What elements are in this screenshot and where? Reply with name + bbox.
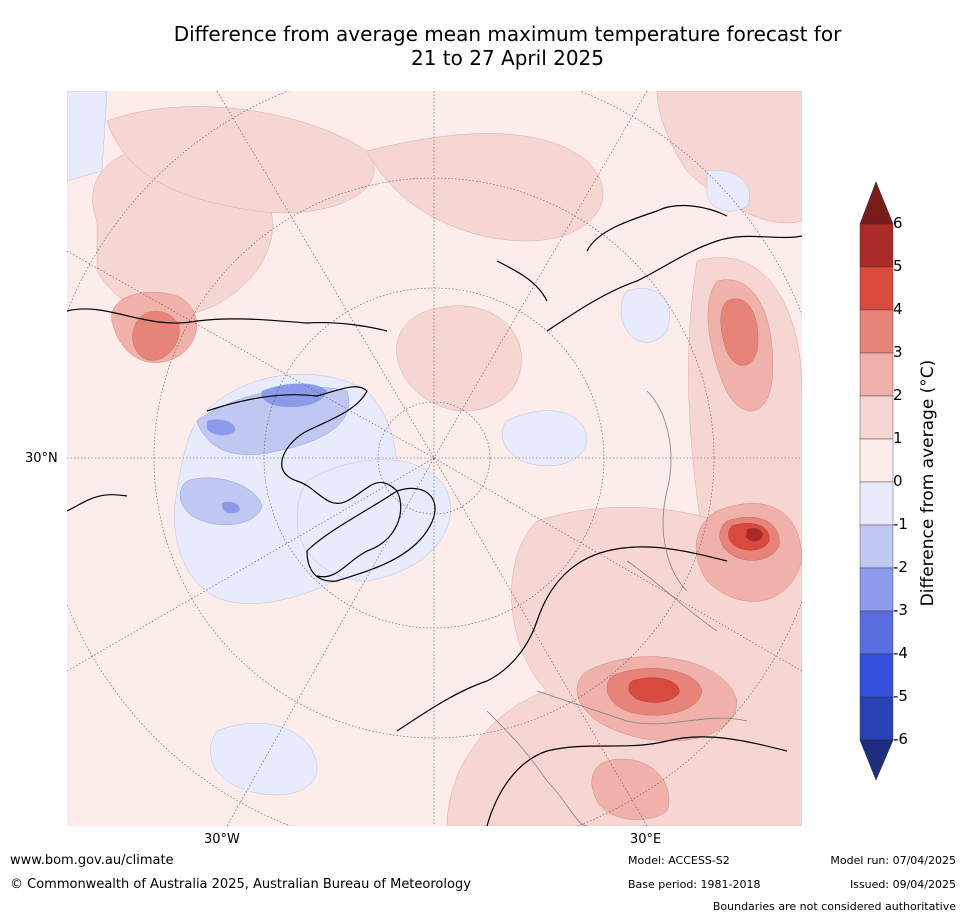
model-name: Model: ACCESS-S2 bbox=[628, 854, 730, 867]
anomaly-region-cold-minus2-minus3 bbox=[222, 501, 240, 514]
anomaly-region-warm-1-2 bbox=[366, 133, 604, 242]
anomaly-region-cold-0-minus1 bbox=[210, 723, 318, 796]
model-run-date: Model run: 07/04/2025 bbox=[830, 854, 956, 867]
lon-label-30e: 30°E bbox=[630, 832, 662, 847]
anomaly-region-warm-2-3 bbox=[591, 758, 670, 820]
colorbar-tick-3: 3 bbox=[893, 343, 903, 361]
anomaly-region-warm-1-2 bbox=[106, 106, 375, 214]
colorbar-bin-1-2 bbox=[859, 395, 894, 440]
coastlines bbox=[67, 205, 802, 826]
issued-date: Issued: 09/04/2025 bbox=[849, 878, 956, 891]
colorbar-bin-m1-0 bbox=[859, 481, 894, 526]
anomaly-region-warm-5-6 bbox=[746, 528, 763, 542]
lat-label-30n: 30°N bbox=[25, 451, 58, 466]
anomaly-region-warm-1-2 bbox=[656, 91, 802, 224]
title-line-1: Difference from average mean maximum tem… bbox=[173, 22, 842, 46]
anomaly-region-warm-3-4 bbox=[720, 298, 759, 366]
colorbar-bin-2-3 bbox=[859, 352, 894, 397]
anomaly-region-cold-0-minus1 bbox=[620, 288, 670, 343]
colorbar-bin-m5-m4 bbox=[859, 653, 894, 698]
graticule bbox=[67, 91, 802, 826]
colorbar-bin-m2-m1 bbox=[859, 524, 894, 569]
colorbar-tick-m1: -1 bbox=[893, 515, 908, 533]
colorbar-title: Difference from average (°C) bbox=[918, 359, 938, 607]
colorbar-tick-0: 0 bbox=[893, 472, 903, 490]
anomaly-region-warm-4-5 bbox=[628, 677, 680, 703]
colorbar-bin-m6-m5 bbox=[859, 696, 894, 741]
colorbar-bin-m4-m3 bbox=[859, 610, 894, 655]
anomaly-region-cold-0-minus1 bbox=[67, 91, 108, 182]
title-line-2: 21 to 27 April 2025 bbox=[410, 46, 605, 70]
colorbar-tick-1: 1 bbox=[893, 429, 903, 447]
boundary-disclaimer: Boundaries are not considered authoritat… bbox=[712, 900, 956, 913]
colorbar bbox=[859, 181, 894, 781]
colorbar-bin-m3-m2 bbox=[859, 567, 894, 612]
colorbar-tick-2: 2 bbox=[893, 386, 903, 404]
base-period: Base period: 1981-2018 bbox=[628, 878, 761, 891]
colorbar-bin-0-1 bbox=[859, 438, 894, 483]
colorbar-bin-3-4 bbox=[859, 309, 894, 354]
colorbar-bin-4-5 bbox=[859, 266, 894, 311]
colorbar-tick-6: 6 bbox=[893, 214, 903, 232]
colorbar-tick-m5: -5 bbox=[893, 687, 908, 705]
colorbar-tick-5: 5 bbox=[893, 257, 903, 275]
lon-label-30w: 30°W bbox=[204, 832, 240, 847]
anomaly-region-cold-0-minus1 bbox=[706, 169, 750, 212]
colorbar-bin-5-6 bbox=[859, 223, 894, 268]
anomaly-region-cold-minus1-minus2 bbox=[179, 477, 263, 525]
colorbar-tick-m2: -2 bbox=[893, 558, 908, 576]
anomaly-region-cold-minus2-minus3 bbox=[207, 419, 236, 436]
copyright-text: © Commonwealth of Australia 2025, Austra… bbox=[10, 877, 471, 892]
chart-title: Difference from average mean maximum tem… bbox=[60, 22, 955, 70]
website-link[interactable]: www.bom.gov.au/climate bbox=[10, 853, 174, 868]
colorbar-tick-m3: -3 bbox=[893, 601, 908, 619]
colorbar-tick-m4: -4 bbox=[893, 644, 908, 662]
forecast-map bbox=[67, 91, 802, 826]
anomaly-region-cold-0-minus1 bbox=[296, 459, 451, 582]
colorbar-tick-m6: -6 bbox=[893, 730, 908, 748]
anomaly-region-cold-0-minus1 bbox=[501, 410, 588, 467]
colorbar-extend-high bbox=[859, 181, 894, 225]
anomaly-region-warm-3-4 bbox=[132, 311, 180, 361]
country-borders bbox=[486, 390, 748, 826]
colorbar-tick-4: 4 bbox=[893, 300, 903, 318]
colorbar-extend-low bbox=[859, 739, 894, 781]
anomaly-region-warm-1-2 bbox=[396, 305, 522, 412]
